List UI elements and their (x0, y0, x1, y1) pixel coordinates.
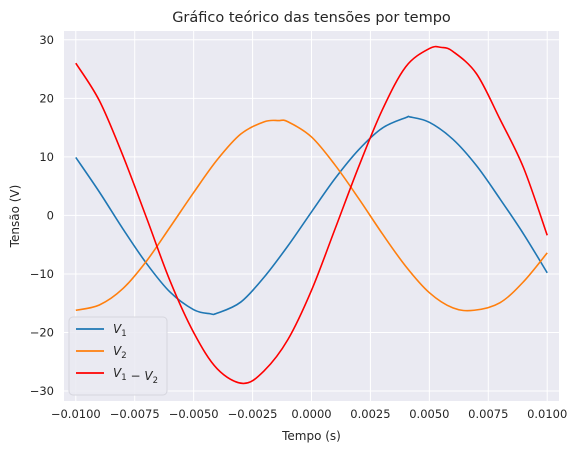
legend-entry-v2: V2 (76, 344, 127, 361)
y-tick-labels: −30 −20 −10 0 10 20 30 (30, 33, 54, 398)
legend: V1 V2 V1 − V2 (68, 316, 168, 396)
data-lines (75, 45, 548, 385)
legend-box (68, 316, 168, 396)
y-tick-label: 10 (39, 150, 54, 164)
x-axis-label: Tempo (s) (281, 429, 341, 443)
grid (64, 31, 559, 401)
x-tick-label: 0.0075 (468, 407, 508, 421)
legend-entry-v1: V1 (76, 322, 127, 339)
legend-label: V1 − V2 (113, 366, 158, 386)
x-tick-label: 0.0000 (291, 407, 331, 421)
y-tick-label: 20 (39, 91, 54, 105)
series-line-v1 (75, 115, 548, 316)
y-axis-label: Tensão (V) (8, 185, 22, 249)
series-line-v1-minus-v2 (75, 45, 548, 385)
y-tick-label: −30 (30, 384, 54, 398)
series-line-v2 (75, 119, 548, 312)
x-tick-label: 0.0025 (350, 407, 390, 421)
legend-entry-v1-minus-v2: V1 − V2 (76, 366, 158, 386)
legend-label: V1 (113, 322, 127, 339)
y-tick-label: −20 (30, 326, 54, 340)
x-tick-label: −0.0050 (169, 407, 219, 421)
x-tick-label: −0.0100 (51, 407, 101, 421)
x-tick-label: 0.0050 (409, 407, 449, 421)
x-tick-label: 0.0100 (527, 407, 567, 421)
x-tick-label: −0.0075 (110, 407, 160, 421)
y-tick-label: 30 (39, 33, 54, 47)
chart-title: Gráfico teórico das tensões por tempo (172, 10, 451, 26)
x-tick-label: −0.0025 (228, 407, 278, 421)
y-tick-label: 0 (47, 208, 54, 222)
legend-label: V2 (113, 344, 127, 361)
y-tick-label: −10 (30, 267, 54, 281)
x-tick-labels: −0.0100 −0.0075 −0.0050 −0.0025 0.0000 0.0025… (51, 407, 567, 421)
